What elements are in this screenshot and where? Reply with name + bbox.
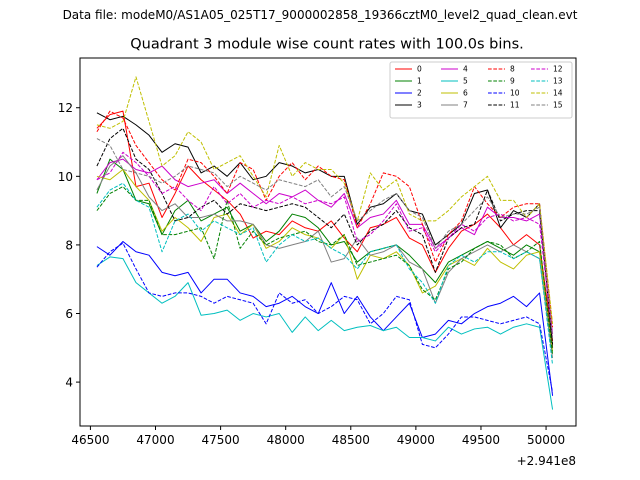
legend-label-15: 15 <box>553 101 563 110</box>
x-tick-label: 47000 <box>136 433 174 447</box>
y-tick-label: 6 <box>65 307 73 321</box>
legend-label-9: 9 <box>510 77 515 86</box>
legend-label-0: 0 <box>417 65 422 74</box>
y-tick-label: 4 <box>65 376 73 390</box>
series-line-8 <box>96 110 554 328</box>
x-tick-label: 48500 <box>332 433 370 447</box>
series-line-5 <box>96 256 554 410</box>
chart-title: Quadrant 3 module wise count rates with … <box>130 37 524 53</box>
series-line-15 <box>96 138 554 338</box>
legend-label-14: 14 <box>553 89 563 98</box>
series-line-3 <box>96 112 554 348</box>
x-tick-label: 47500 <box>202 433 240 447</box>
legend-label-12: 12 <box>553 65 563 74</box>
series-line-13 <box>96 182 554 366</box>
legend-box <box>389 61 573 119</box>
legend-label-6: 6 <box>463 89 468 98</box>
x-offset-label: +2.941e8 <box>517 454 576 468</box>
series-line-14 <box>96 76 554 324</box>
series-line-10 <box>96 242 554 393</box>
legend-label-1: 1 <box>417 77 422 86</box>
legend-label-13: 13 <box>553 77 563 86</box>
legend-label-7: 7 <box>463 101 468 110</box>
legend-label-5: 5 <box>463 77 468 86</box>
figure-suptitle: Data file: modeM0/AS1A05_025T17_90000028… <box>63 8 578 22</box>
data-lines <box>96 76 554 410</box>
legend-label-10: 10 <box>510 89 520 98</box>
axes-frame <box>79 57 577 427</box>
series-line-7 <box>96 155 554 359</box>
legend-label-3: 3 <box>417 101 422 110</box>
series-line-11 <box>96 127 554 345</box>
plot-background <box>80 58 576 426</box>
legend-label-4: 4 <box>463 65 468 74</box>
y-tick-label: 10 <box>58 170 73 184</box>
plot-area <box>80 58 576 426</box>
legend-label-8: 8 <box>510 65 515 74</box>
y-tick-label: 12 <box>58 101 73 115</box>
axes: 46500 47000 47500 48000 48500 49000 49500 50000… <box>58 57 577 468</box>
x-tick-label: 48000 <box>267 433 305 447</box>
x-tick-label: 49000 <box>397 433 435 447</box>
x-tick-label: 46500 <box>71 433 109 447</box>
legend-label-11: 11 <box>510 101 520 110</box>
series-line-12 <box>96 151 554 338</box>
y-tick-label: 8 <box>65 238 73 252</box>
legend-label-2: 2 <box>417 89 422 98</box>
series-line-2 <box>96 240 554 396</box>
series-line-0 <box>96 110 554 342</box>
x-tick-label: 49500 <box>462 433 500 447</box>
x-tick-label: 50000 <box>527 433 565 447</box>
